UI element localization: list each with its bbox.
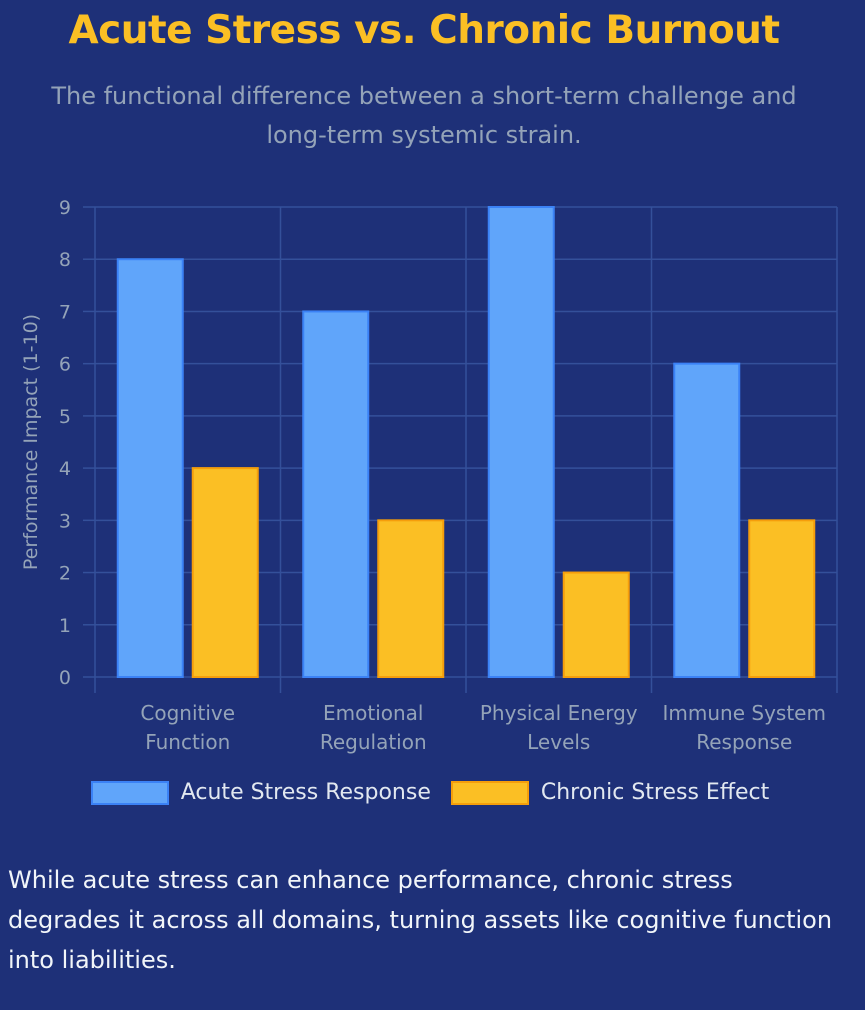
bar-chronic-2	[562, 571, 630, 678]
y-tick-label-0: 0	[59, 667, 71, 689]
bar-chronic-3	[748, 519, 816, 678]
y-tick-label-3: 3	[59, 510, 71, 532]
chart-title: Acute Stress vs. Chronic Burnout	[68, 8, 780, 53]
legend-swatch-chronic	[450, 781, 529, 805]
y-tick-label-8: 8	[59, 249, 71, 271]
y-tick-label-2: 2	[59, 563, 71, 585]
y-tick-label-7: 7	[59, 301, 71, 323]
x-tick-label-1-line-0: Emotional	[323, 701, 423, 725]
y-tick-label-4: 4	[59, 458, 71, 480]
x-tick-label-0-line-0: Cognitive	[140, 701, 235, 725]
y-tick-label-1: 1	[59, 615, 71, 637]
subtitle-line-2: long-term systemic strain.	[266, 121, 582, 149]
legend-item-chronic[interactable]: Chronic Stress Effect	[450, 778, 770, 808]
bar-chronic-1	[377, 519, 445, 678]
bar-acute-2	[487, 206, 555, 678]
x-tick-label-3-line-0: Immune System	[663, 701, 826, 725]
chart-legend[interactable]: Acute Stress Response Chronic Stress Eff…	[0, 778, 860, 808]
subtitle-line-1: The functional difference between a shor…	[51, 82, 797, 110]
legend-swatch-acute	[90, 781, 169, 805]
legend-label-chronic: Chronic Stress Effect	[540, 780, 770, 805]
bar-chronic-0	[191, 467, 259, 678]
legend-item-acute[interactable]: Acute Stress Response	[90, 778, 431, 808]
x-tick-label-0-line-1: Function	[145, 730, 230, 754]
y-tick-label-6: 6	[59, 354, 71, 376]
legend-label-acute: Acute Stress Response	[180, 780, 431, 805]
x-tick-label-2-line-1: Levels	[527, 730, 590, 754]
x-tick-label-2-line-0: Physical Energy	[480, 701, 638, 725]
bar-acute-3	[673, 362, 741, 678]
bar-acute-1	[302, 310, 370, 678]
y-tick-label-9: 9	[59, 197, 71, 219]
y-axis-label: Performance Impact (1-10)	[20, 314, 42, 570]
y-tick-label-5: 5	[59, 406, 71, 428]
summary-text: While acute stress can enhance performan…	[8, 866, 833, 974]
chart-subtitle: The functional difference between a shor…	[0, 77, 848, 155]
x-tick-label-1-line-1: Regulation	[320, 730, 427, 754]
bar-acute-0	[116, 258, 184, 678]
bar-chart: 0 1 2 3 4 5 6 7 8 9 Cognitive Function Emotional Regu…	[20, 197, 838, 754]
x-tick-label-3-line-1: Response	[696, 730, 792, 754]
